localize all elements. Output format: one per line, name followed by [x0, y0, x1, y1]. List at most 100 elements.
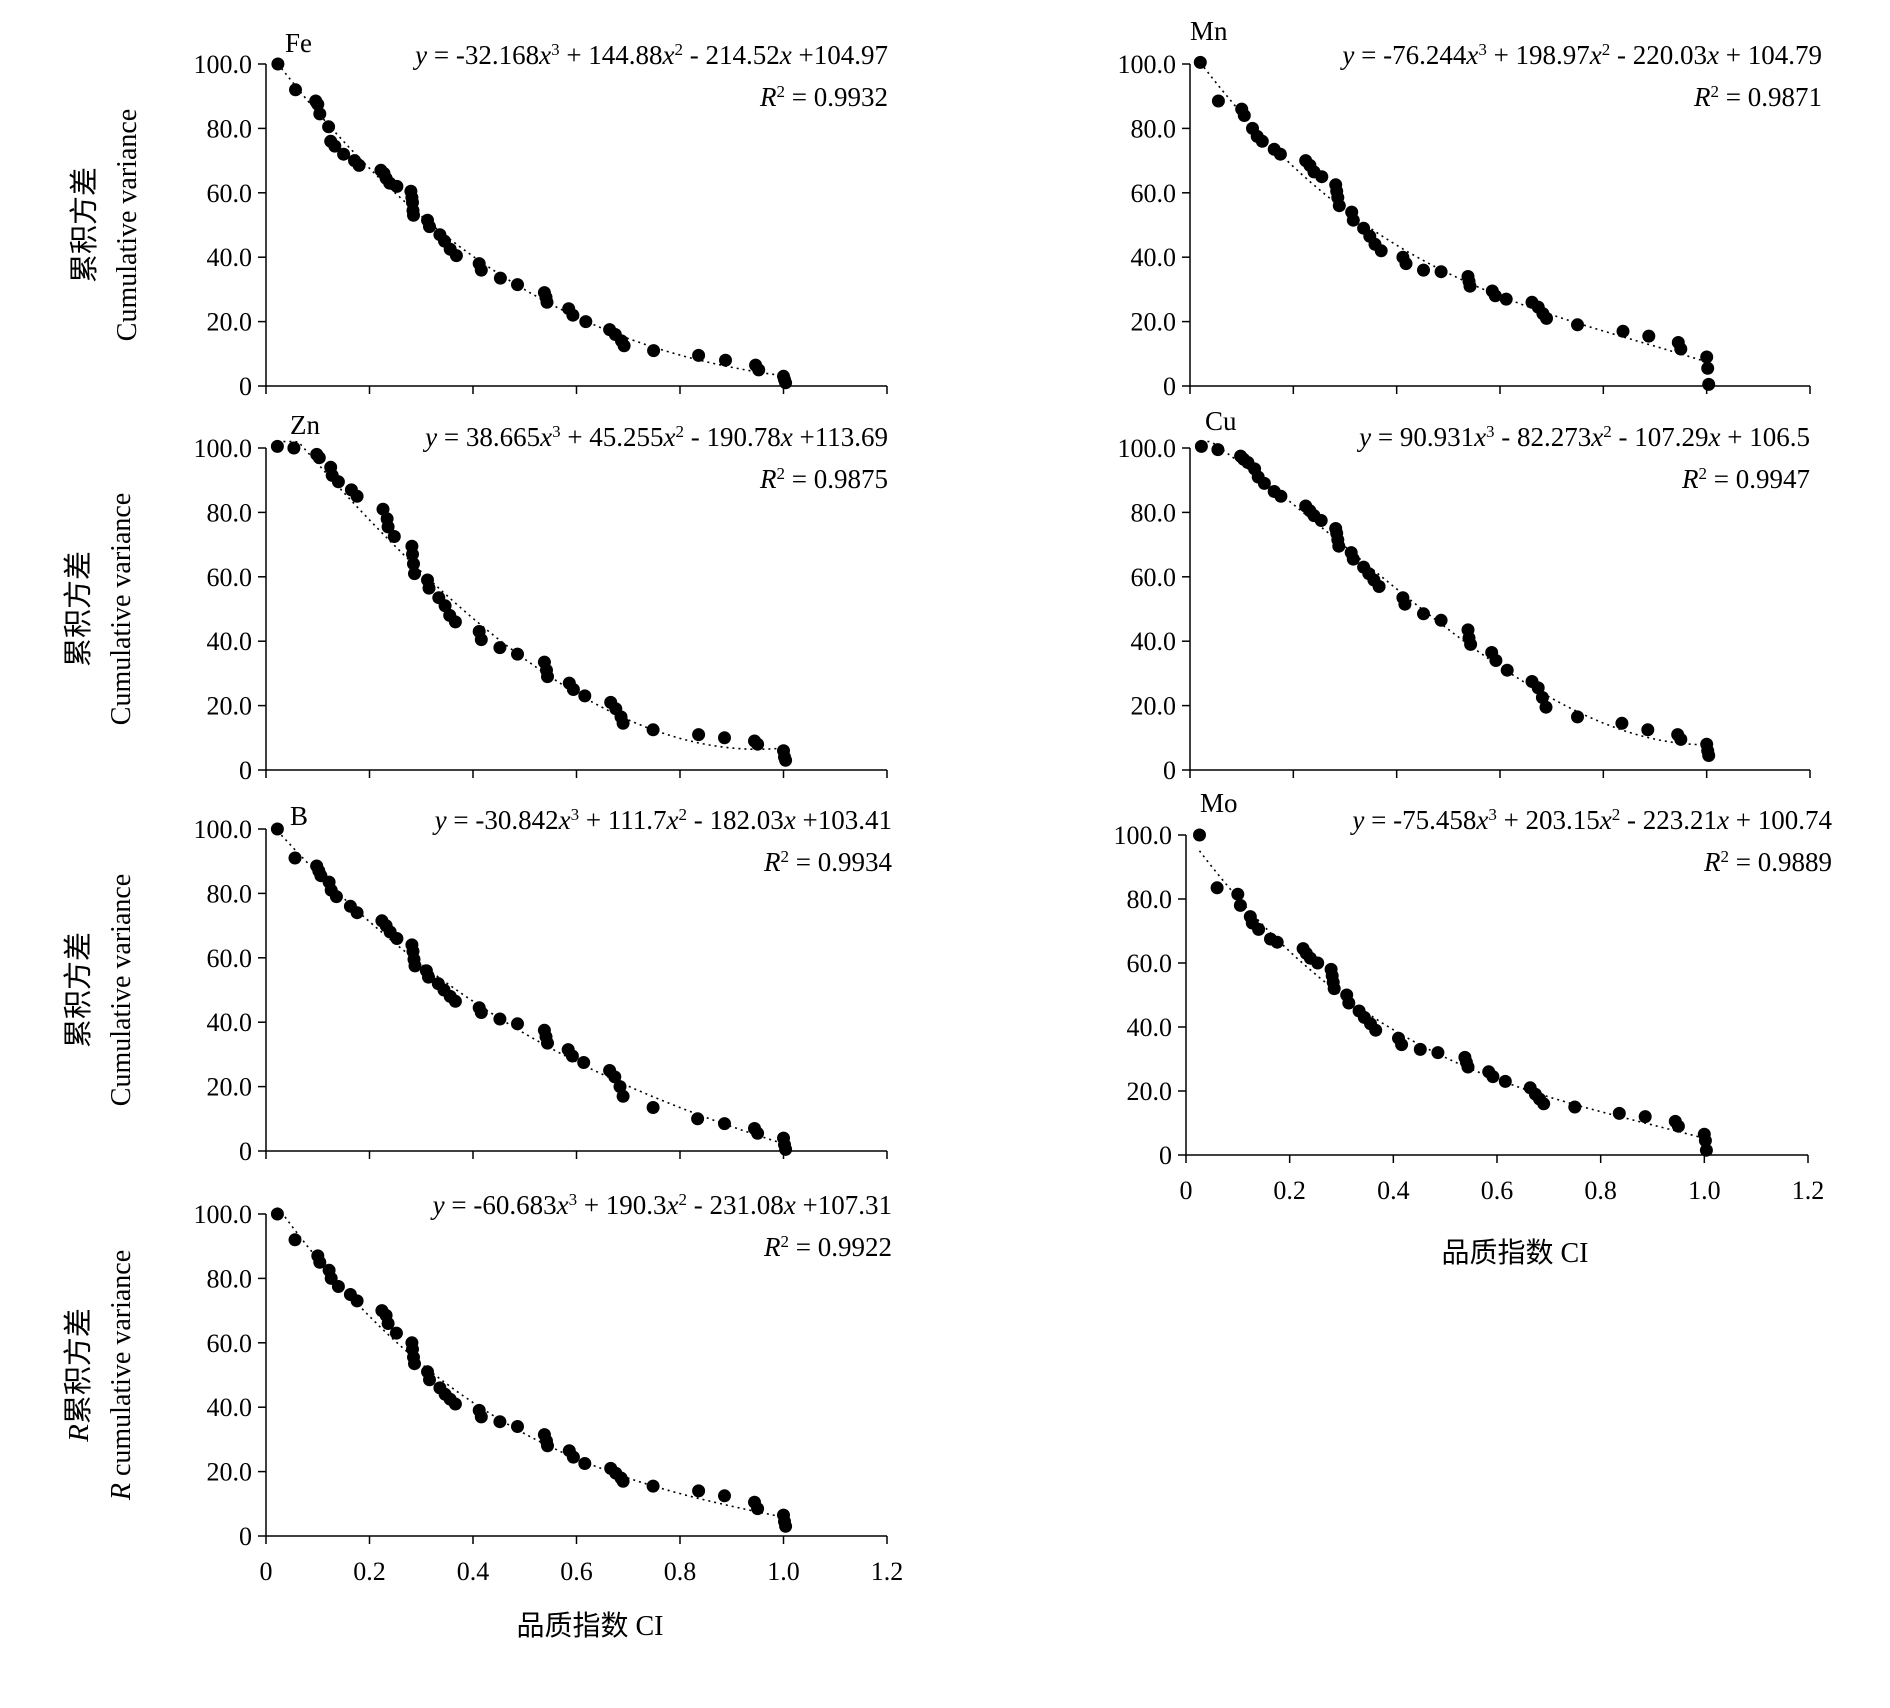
data-point: [1274, 489, 1288, 503]
x-tick-label: 0.6: [560, 1557, 593, 1586]
y-tick-label: 20.0: [207, 1073, 253, 1102]
fit-equation: y = -30.842x3 + 111.7x2 - 182.03x +103.4…: [432, 805, 892, 836]
data-point: [1568, 1100, 1582, 1114]
data-point: [474, 263, 488, 277]
y-tick-label: 0: [1159, 1141, 1172, 1170]
data-point: [448, 615, 462, 629]
y-tick-label: 40.0: [207, 627, 253, 656]
data-point: [1270, 935, 1284, 949]
data-point: [350, 489, 364, 503]
data-point: [1616, 324, 1630, 338]
data-point: [616, 1474, 630, 1488]
data-point: [1417, 607, 1430, 621]
data-point: [692, 1484, 706, 1498]
data-point: [1641, 723, 1655, 737]
data-point: [312, 451, 326, 465]
data-point: [541, 1439, 554, 1453]
data-point: [350, 1294, 364, 1308]
data-point: [408, 1357, 421, 1371]
data-point: [1194, 439, 1208, 453]
data-point: [718, 1117, 731, 1131]
data-point: [1315, 170, 1329, 184]
data-point: [779, 376, 793, 390]
x-tick-label: 1.2: [1792, 1176, 1825, 1205]
data-point: [381, 1317, 395, 1330]
trend-line: [277, 63, 786, 377]
x-axis-title-right: 品质指数 CI: [1441, 1237, 1588, 1269]
x-tick-label: 0: [260, 1557, 273, 1586]
x-axis-title-left: 品质指数 CI: [516, 1610, 663, 1642]
fit-equation: y = 90.931x3 - 82.273x2 - 107.29x + 106.…: [1356, 422, 1810, 453]
data-point: [1540, 311, 1553, 325]
trend-line: [1198, 850, 1707, 1140]
data-point: [423, 1373, 436, 1387]
element-label: B: [290, 801, 308, 831]
data-point: [328, 139, 342, 153]
element-label: Zn: [290, 410, 320, 440]
data-point: [270, 1207, 284, 1221]
chart-panels: 0 20.0 40.0 60.0 80.0 100.0 Fe y = -32.168x3 + …: [62, 16, 1833, 1586]
y-axis-title-en: Cumulative variance: [112, 109, 143, 341]
data-point: [1327, 982, 1341, 996]
data-point: [493, 641, 507, 655]
data-point: [408, 959, 422, 973]
y-tick-label: 100.0: [194, 50, 253, 79]
data-point: [578, 1457, 592, 1470]
data-point: [493, 1415, 507, 1429]
x-tick-label: 0.4: [1377, 1176, 1410, 1205]
data-point: [407, 208, 420, 222]
data-point: [381, 520, 395, 534]
y-tick-label: 20.0: [207, 1458, 253, 1487]
data-point: [566, 1450, 580, 1464]
data-point: [289, 83, 302, 97]
data-point: [578, 689, 592, 703]
x-tick-label: 0.2: [353, 1557, 386, 1586]
data-point: [1701, 361, 1715, 375]
data-point: [1342, 996, 1356, 1010]
r-squared: R2 = 0.9932: [759, 82, 888, 113]
data-point: [718, 1489, 731, 1503]
data-point: [271, 57, 285, 71]
data-point: [390, 932, 404, 945]
data-point: [719, 353, 732, 367]
data-point: [350, 906, 364, 920]
data-point: [422, 581, 436, 595]
fit-equation: y = 38.665x3 + 45.255x2 - 190.78x +113.6…: [422, 422, 888, 453]
data-point: [616, 716, 630, 730]
data-point: [1210, 881, 1224, 895]
data-point: [1671, 1119, 1685, 1133]
data-point: [1698, 1134, 1712, 1148]
data-point: [1395, 1038, 1409, 1052]
data-point: [1571, 710, 1584, 724]
data-point: [387, 530, 401, 543]
x-tick-label: 1.0: [767, 1557, 800, 1586]
data-point: [692, 728, 706, 742]
data-point: [1413, 1042, 1427, 1056]
data-point: [313, 107, 327, 121]
y-tick-label: 0: [239, 1137, 252, 1166]
y-tick-label: 100.0: [194, 815, 253, 844]
data-point: [1674, 342, 1688, 356]
y-tick-label: 20.0: [1127, 1077, 1173, 1106]
y-tick-label: 0: [239, 756, 252, 785]
data-point: [1486, 1070, 1500, 1084]
chart-cu: 0 20.0 40.0 60.0 80.0 100.0 Cu y = 90.931x3 - 8…: [1118, 406, 1811, 785]
y-tick-label: 80.0: [207, 498, 253, 527]
y-tick-label: 80.0: [1131, 114, 1177, 143]
data-point: [1314, 514, 1328, 527]
y-tick-label: 60.0: [207, 944, 253, 973]
element-label: Fe: [285, 28, 312, 58]
data-point: [474, 1410, 488, 1424]
data-point: [511, 278, 524, 292]
y-tick-label: 60.0: [207, 563, 253, 592]
r-squared: R2 = 0.9871: [1693, 82, 1822, 113]
data-point: [751, 737, 765, 751]
data-point: [1489, 654, 1503, 667]
x-tick-label: 0.6: [1481, 1176, 1514, 1205]
trend-line: [1199, 62, 1709, 364]
y-tick-label: 0: [239, 372, 252, 401]
y-tick-label: 60.0: [207, 179, 253, 208]
data-point: [646, 1479, 660, 1493]
data-point: [313, 1255, 327, 1269]
